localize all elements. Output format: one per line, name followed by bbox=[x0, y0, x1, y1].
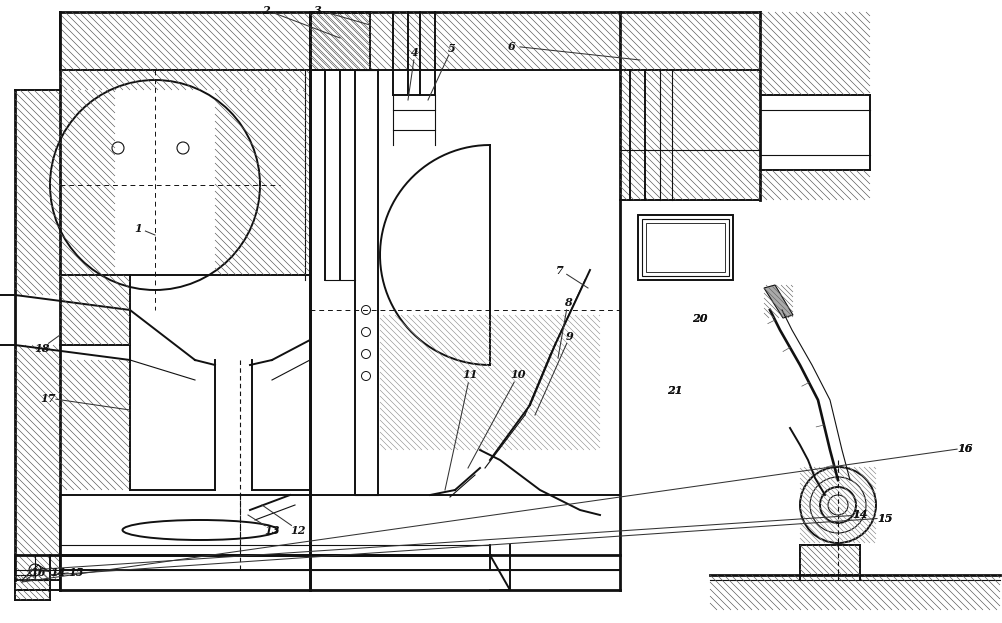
Text: 21: 21 bbox=[666, 384, 682, 396]
Bar bbox=[641, 219, 728, 276]
Text: 12: 12 bbox=[290, 525, 306, 536]
Text: 15: 15 bbox=[68, 566, 83, 578]
Text: 18: 18 bbox=[34, 343, 50, 353]
Text: 7: 7 bbox=[555, 265, 563, 275]
Text: 14: 14 bbox=[852, 510, 867, 520]
Text: 11: 11 bbox=[462, 369, 477, 381]
Bar bbox=[645, 223, 724, 272]
Polygon shape bbox=[764, 285, 793, 318]
Text: 14: 14 bbox=[50, 566, 66, 578]
Bar bbox=[637, 215, 732, 280]
Text: 8: 8 bbox=[563, 297, 571, 308]
Text: 21: 21 bbox=[666, 384, 682, 396]
Text: 5: 5 bbox=[448, 42, 456, 54]
Text: 3: 3 bbox=[314, 4, 322, 16]
Text: 16: 16 bbox=[956, 442, 972, 454]
Text: 16: 16 bbox=[956, 442, 972, 454]
Text: 1: 1 bbox=[134, 222, 141, 234]
Text: 15: 15 bbox=[877, 513, 892, 523]
Text: 13: 13 bbox=[264, 525, 280, 536]
Text: 10: 10 bbox=[510, 369, 525, 381]
Text: 20: 20 bbox=[691, 313, 707, 323]
Text: 17: 17 bbox=[40, 392, 56, 404]
Text: 15: 15 bbox=[877, 513, 892, 523]
Text: 9: 9 bbox=[565, 330, 573, 341]
Text: 16: 16 bbox=[30, 566, 46, 578]
Text: 6: 6 bbox=[508, 40, 515, 52]
Text: 14: 14 bbox=[852, 510, 867, 520]
Text: 4: 4 bbox=[411, 47, 419, 57]
Text: 20: 20 bbox=[691, 313, 707, 323]
Text: 2: 2 bbox=[262, 4, 270, 16]
